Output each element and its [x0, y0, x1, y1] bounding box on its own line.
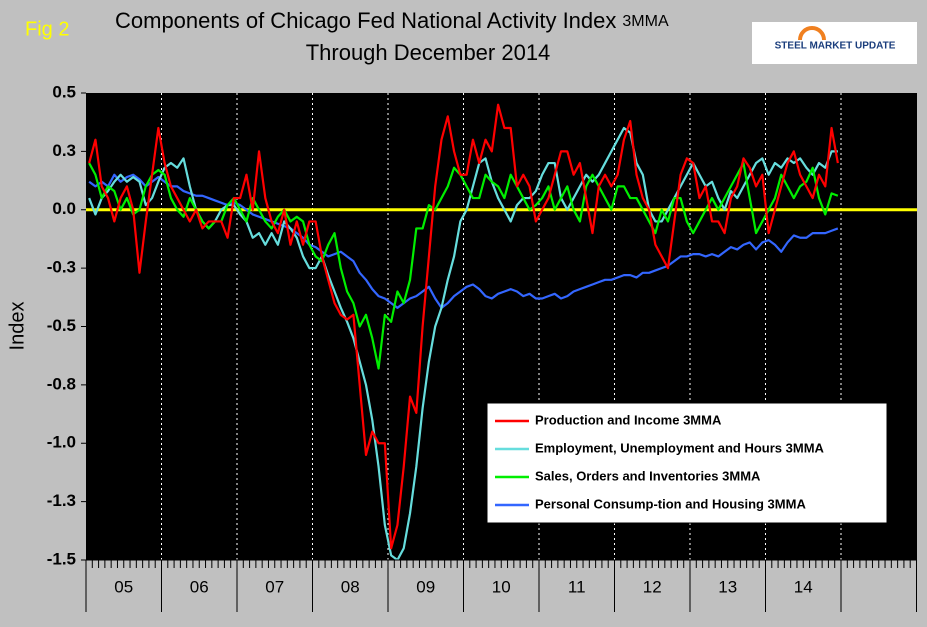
legend-box [486, 402, 888, 524]
legend-label: Personal Consump-tion and Housing 3MMA [535, 496, 806, 511]
x-group-label: 06 [190, 577, 209, 596]
lines-layer [88, 103, 839, 560]
grid-layer [81, 92, 917, 561]
series-line [88, 173, 839, 309]
y-tick-label: 0.5 [52, 82, 76, 101]
x-group-label: 14 [794, 577, 813, 596]
x-group-label: 11 [568, 577, 586, 596]
y-tick-label: -0.8 [47, 374, 76, 393]
y-tick-label: -1.0 [47, 433, 76, 452]
legend-label: Sales, Orders and Inventories 3MMA [535, 468, 761, 483]
title-suffix: 3MMA [622, 13, 669, 30]
y-tick-label: 0.3 [52, 141, 76, 160]
x-group-label: 09 [416, 577, 435, 596]
legend-label: Employment, Unemployment and Hours 3MMA [535, 440, 825, 455]
x-group-label: 12 [643, 577, 662, 596]
logo: STEEL MARKET UPDATE [752, 22, 917, 64]
series-line [88, 161, 839, 370]
chart-title: Components of Chicago Fed National Activ… [115, 8, 669, 33]
y-tick-label: -1.3 [47, 491, 76, 510]
title-main: Components of Chicago Fed National Activ… [115, 8, 616, 33]
fig-label: Fig 2 [25, 18, 69, 40]
logo-text: STEEL MARKET UPDATE [775, 41, 896, 52]
y-axis-label: Index [6, 302, 28, 351]
x-group-label: 13 [718, 577, 737, 596]
legend-label: Production and Income 3MMA [535, 412, 722, 427]
series-line [88, 103, 839, 550]
logo-box [752, 22, 917, 64]
y-tick-label: 0.0 [52, 199, 76, 218]
x-group-label: 08 [341, 577, 360, 596]
y-tick-label: -0.5 [47, 316, 76, 335]
logo-arc [798, 26, 826, 41]
y-tick-label: -0.3 [47, 258, 76, 277]
y-tick-label: -1.5 [47, 549, 76, 568]
legend: Production and Income 3MMA Employment, Un… [486, 402, 888, 524]
x-group-label: 10 [492, 577, 511, 596]
x-group-label: 07 [265, 577, 284, 596]
x-group-label: 05 [114, 577, 133, 596]
chart-subtitle: Through December 2014 [306, 40, 551, 65]
